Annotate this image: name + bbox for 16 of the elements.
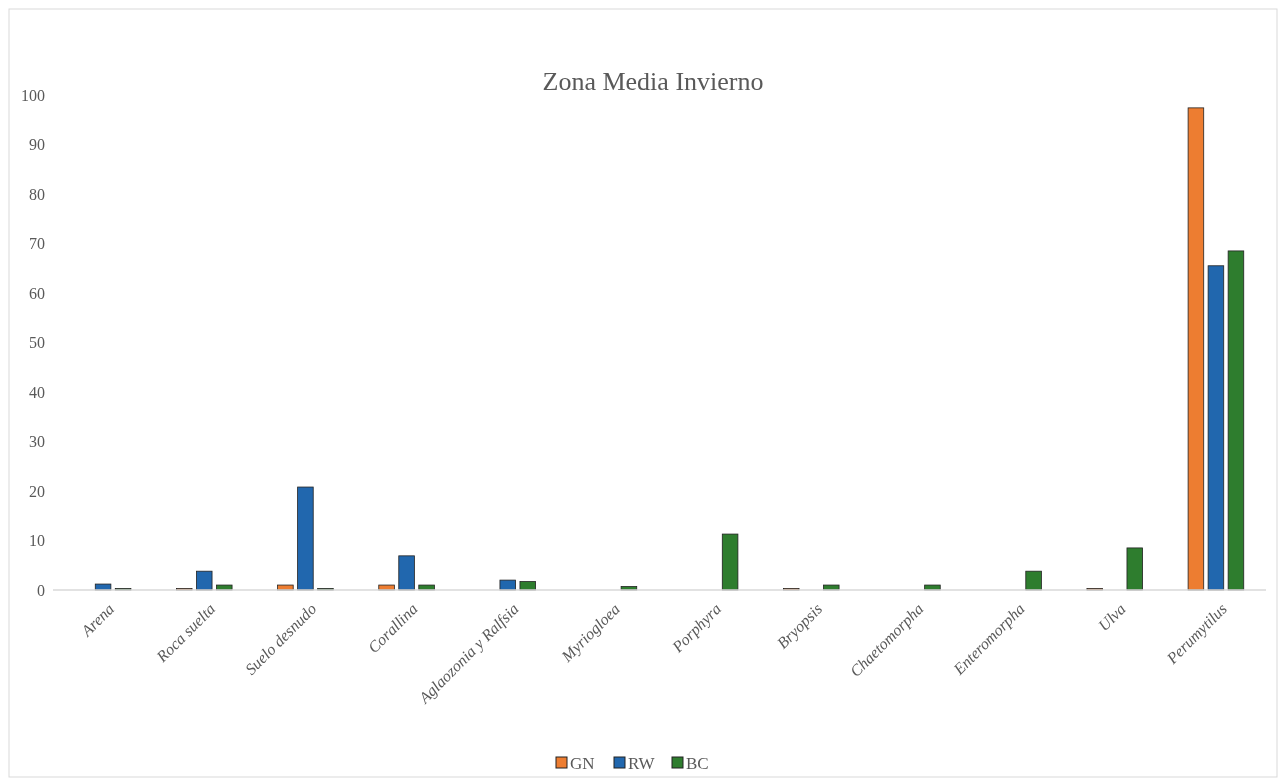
chart-title: Zona Media Invierno <box>542 67 764 96</box>
y-tick-label: 80 <box>29 185 45 203</box>
y-tick-label: 40 <box>29 383 45 401</box>
y-tick-label: 10 <box>29 532 45 550</box>
y-tick-label: 60 <box>29 284 45 302</box>
legend-label: RW <box>628 753 656 773</box>
y-tick-label: 0 <box>37 581 45 599</box>
y-tick-label: 50 <box>29 334 45 352</box>
x-tick-label: Ulva <box>1094 600 1129 635</box>
legend-label: BC <box>686 753 709 773</box>
y-tick-label: 20 <box>29 482 45 500</box>
y-tick-label: 90 <box>29 136 45 154</box>
legend-label: GN <box>570 753 595 773</box>
y-tick-label: 70 <box>29 235 45 253</box>
y-tick-label: 30 <box>29 433 45 451</box>
y-tick-label: 100 <box>21 86 45 104</box>
